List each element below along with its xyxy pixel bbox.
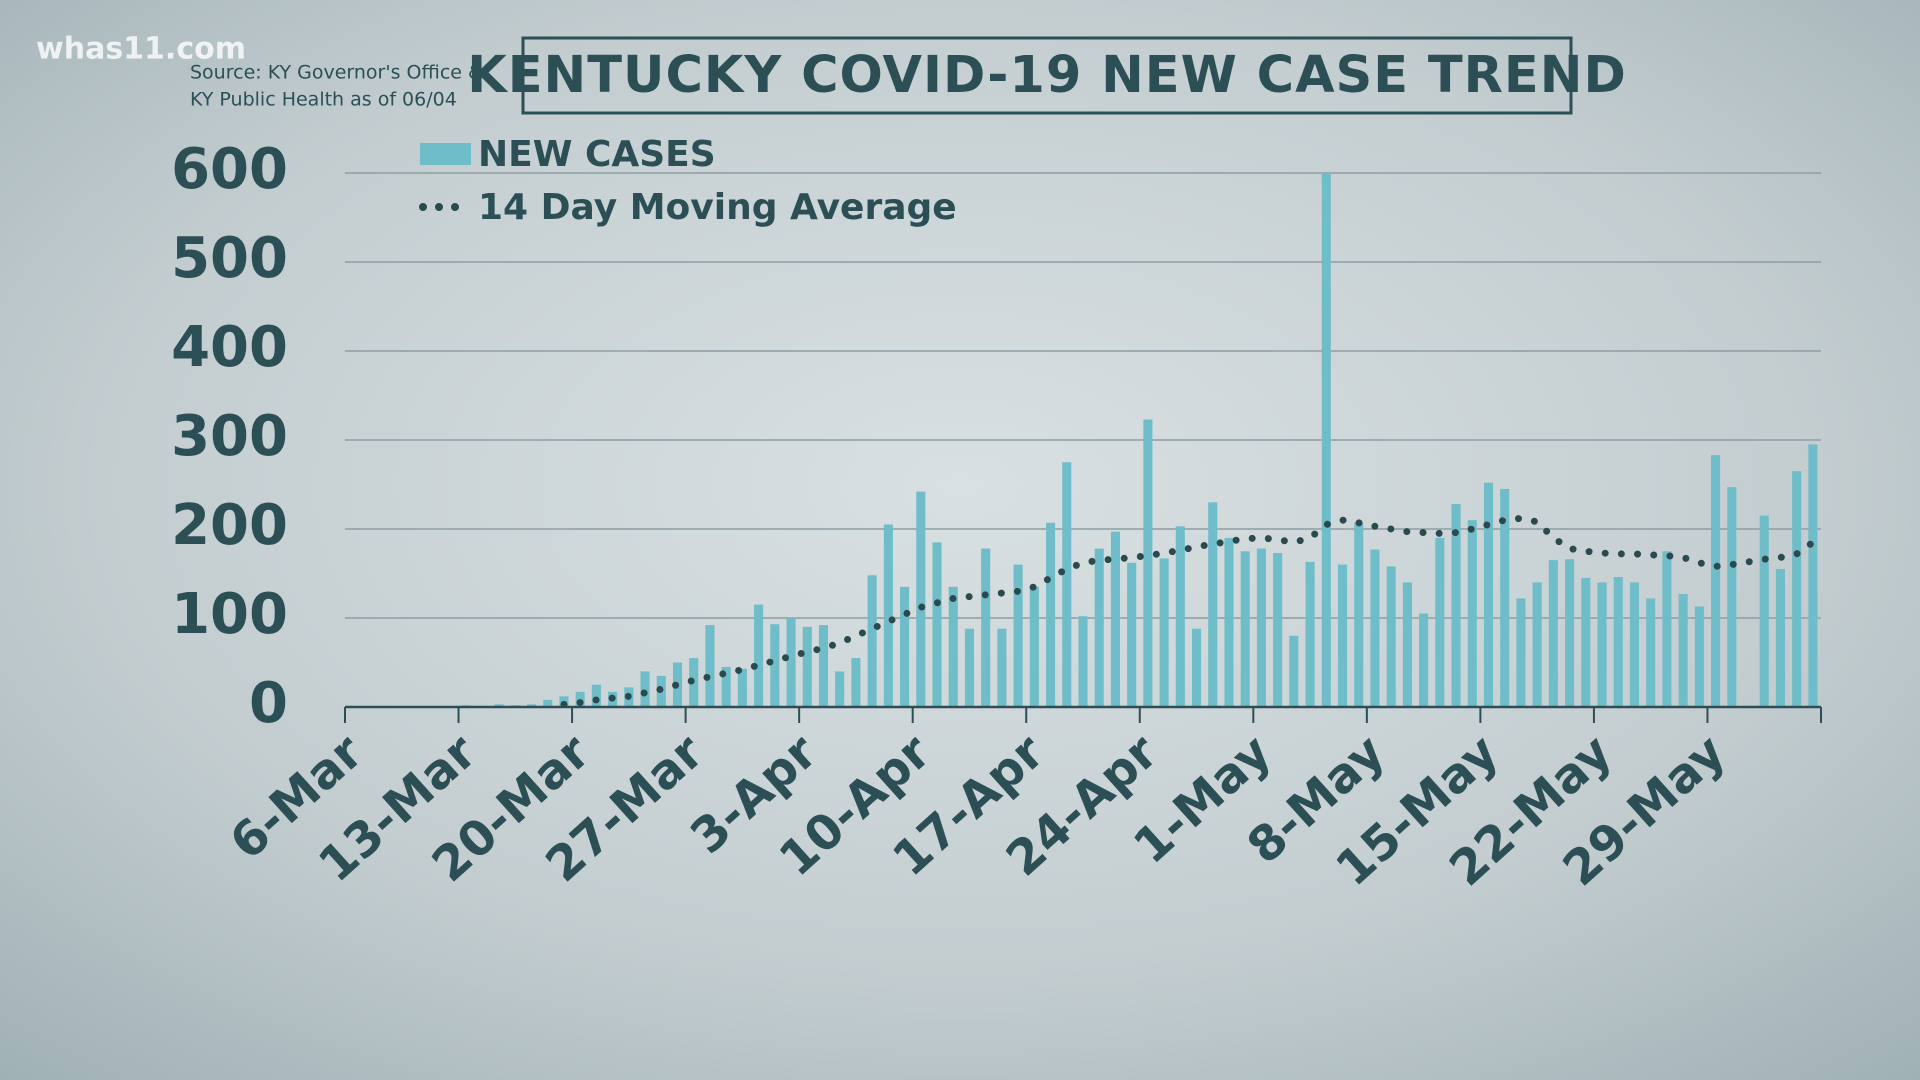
bar xyxy=(1694,606,1704,707)
bar xyxy=(721,666,731,707)
bar xyxy=(900,586,910,707)
bar xyxy=(591,684,601,707)
bar xyxy=(1094,548,1104,707)
bar xyxy=(1402,582,1412,707)
chart-title: KENTUCKY COVID-19 NEW CASE TREND xyxy=(467,46,1627,105)
source-line: KY Public Health as of 06/04 xyxy=(190,89,457,111)
bar xyxy=(1613,577,1623,707)
bar xyxy=(770,624,780,707)
bar xyxy=(1678,593,1688,707)
bar xyxy=(1792,471,1802,707)
bar xyxy=(883,524,893,707)
bar xyxy=(1305,561,1315,707)
bar xyxy=(1337,564,1348,707)
bar xyxy=(1240,551,1250,707)
bar xyxy=(1046,522,1056,707)
bar xyxy=(1175,526,1185,707)
title-box xyxy=(521,36,1573,115)
bar xyxy=(1289,635,1299,707)
bar xyxy=(1354,522,1364,707)
bar xyxy=(802,626,812,707)
bar xyxy=(494,704,504,707)
bar xyxy=(851,658,861,707)
bar xyxy=(1516,598,1526,707)
bar xyxy=(1500,488,1510,707)
y-tick-label: 200 xyxy=(171,493,288,558)
bar xyxy=(1646,598,1656,707)
bar xyxy=(1062,462,1072,707)
bar xyxy=(1759,515,1769,707)
legend-swatch xyxy=(420,143,471,165)
bar xyxy=(1419,613,1429,707)
y-tick-label: 600 xyxy=(171,137,288,202)
bar xyxy=(1208,502,1218,707)
bar xyxy=(1143,419,1153,707)
bar xyxy=(1629,582,1640,707)
bar xyxy=(1224,537,1234,707)
watermark: whas11.com xyxy=(36,32,246,67)
legend-label: NEW CASES xyxy=(478,134,716,175)
bar xyxy=(1581,577,1591,707)
bar xyxy=(1321,173,1331,707)
bar xyxy=(1029,586,1039,707)
y-tick-label: 500 xyxy=(171,226,288,291)
bar xyxy=(964,628,975,707)
bar xyxy=(640,671,650,707)
bar xyxy=(932,542,942,707)
legend-label: 14 Day Moving Average xyxy=(478,187,957,228)
moving-average-line xyxy=(560,514,1817,708)
bar xyxy=(1435,537,1445,707)
bar xyxy=(1110,531,1120,707)
bar xyxy=(705,625,715,707)
bar xyxy=(1808,444,1818,707)
y-tick-label: 0 xyxy=(249,671,288,736)
bar xyxy=(1662,551,1672,707)
bar xyxy=(835,671,845,707)
bar xyxy=(1013,564,1023,707)
bar xyxy=(1711,455,1721,707)
bar xyxy=(1191,628,1202,707)
bar xyxy=(1370,549,1380,707)
bar xyxy=(1159,558,1169,707)
bar xyxy=(1273,553,1283,707)
bar xyxy=(948,586,958,707)
bar xyxy=(1451,504,1461,707)
bar xyxy=(1483,482,1494,707)
source-line: Source: KY Governor's Office & xyxy=(190,62,483,84)
bar xyxy=(1727,487,1737,707)
y-tick-label: 400 xyxy=(171,315,288,380)
bar xyxy=(1386,566,1396,707)
bar xyxy=(1127,562,1137,707)
bar xyxy=(737,668,747,707)
bar xyxy=(867,575,877,707)
bar xyxy=(1532,582,1542,707)
bar xyxy=(526,704,537,707)
y-tick-label: 100 xyxy=(171,582,288,647)
bar xyxy=(1775,569,1785,707)
bar xyxy=(1597,582,1607,707)
bar xyxy=(997,628,1007,707)
bar xyxy=(543,699,553,707)
bar xyxy=(1467,520,1477,707)
bar xyxy=(786,618,796,707)
bar xyxy=(818,625,829,707)
bar xyxy=(981,548,991,707)
bar xyxy=(1565,559,1575,707)
bar xyxy=(754,604,764,707)
bar xyxy=(916,491,926,707)
bar xyxy=(1078,616,1088,707)
bar xyxy=(1548,560,1558,707)
bar xyxy=(1256,548,1266,707)
y-tick-label: 300 xyxy=(171,404,288,469)
